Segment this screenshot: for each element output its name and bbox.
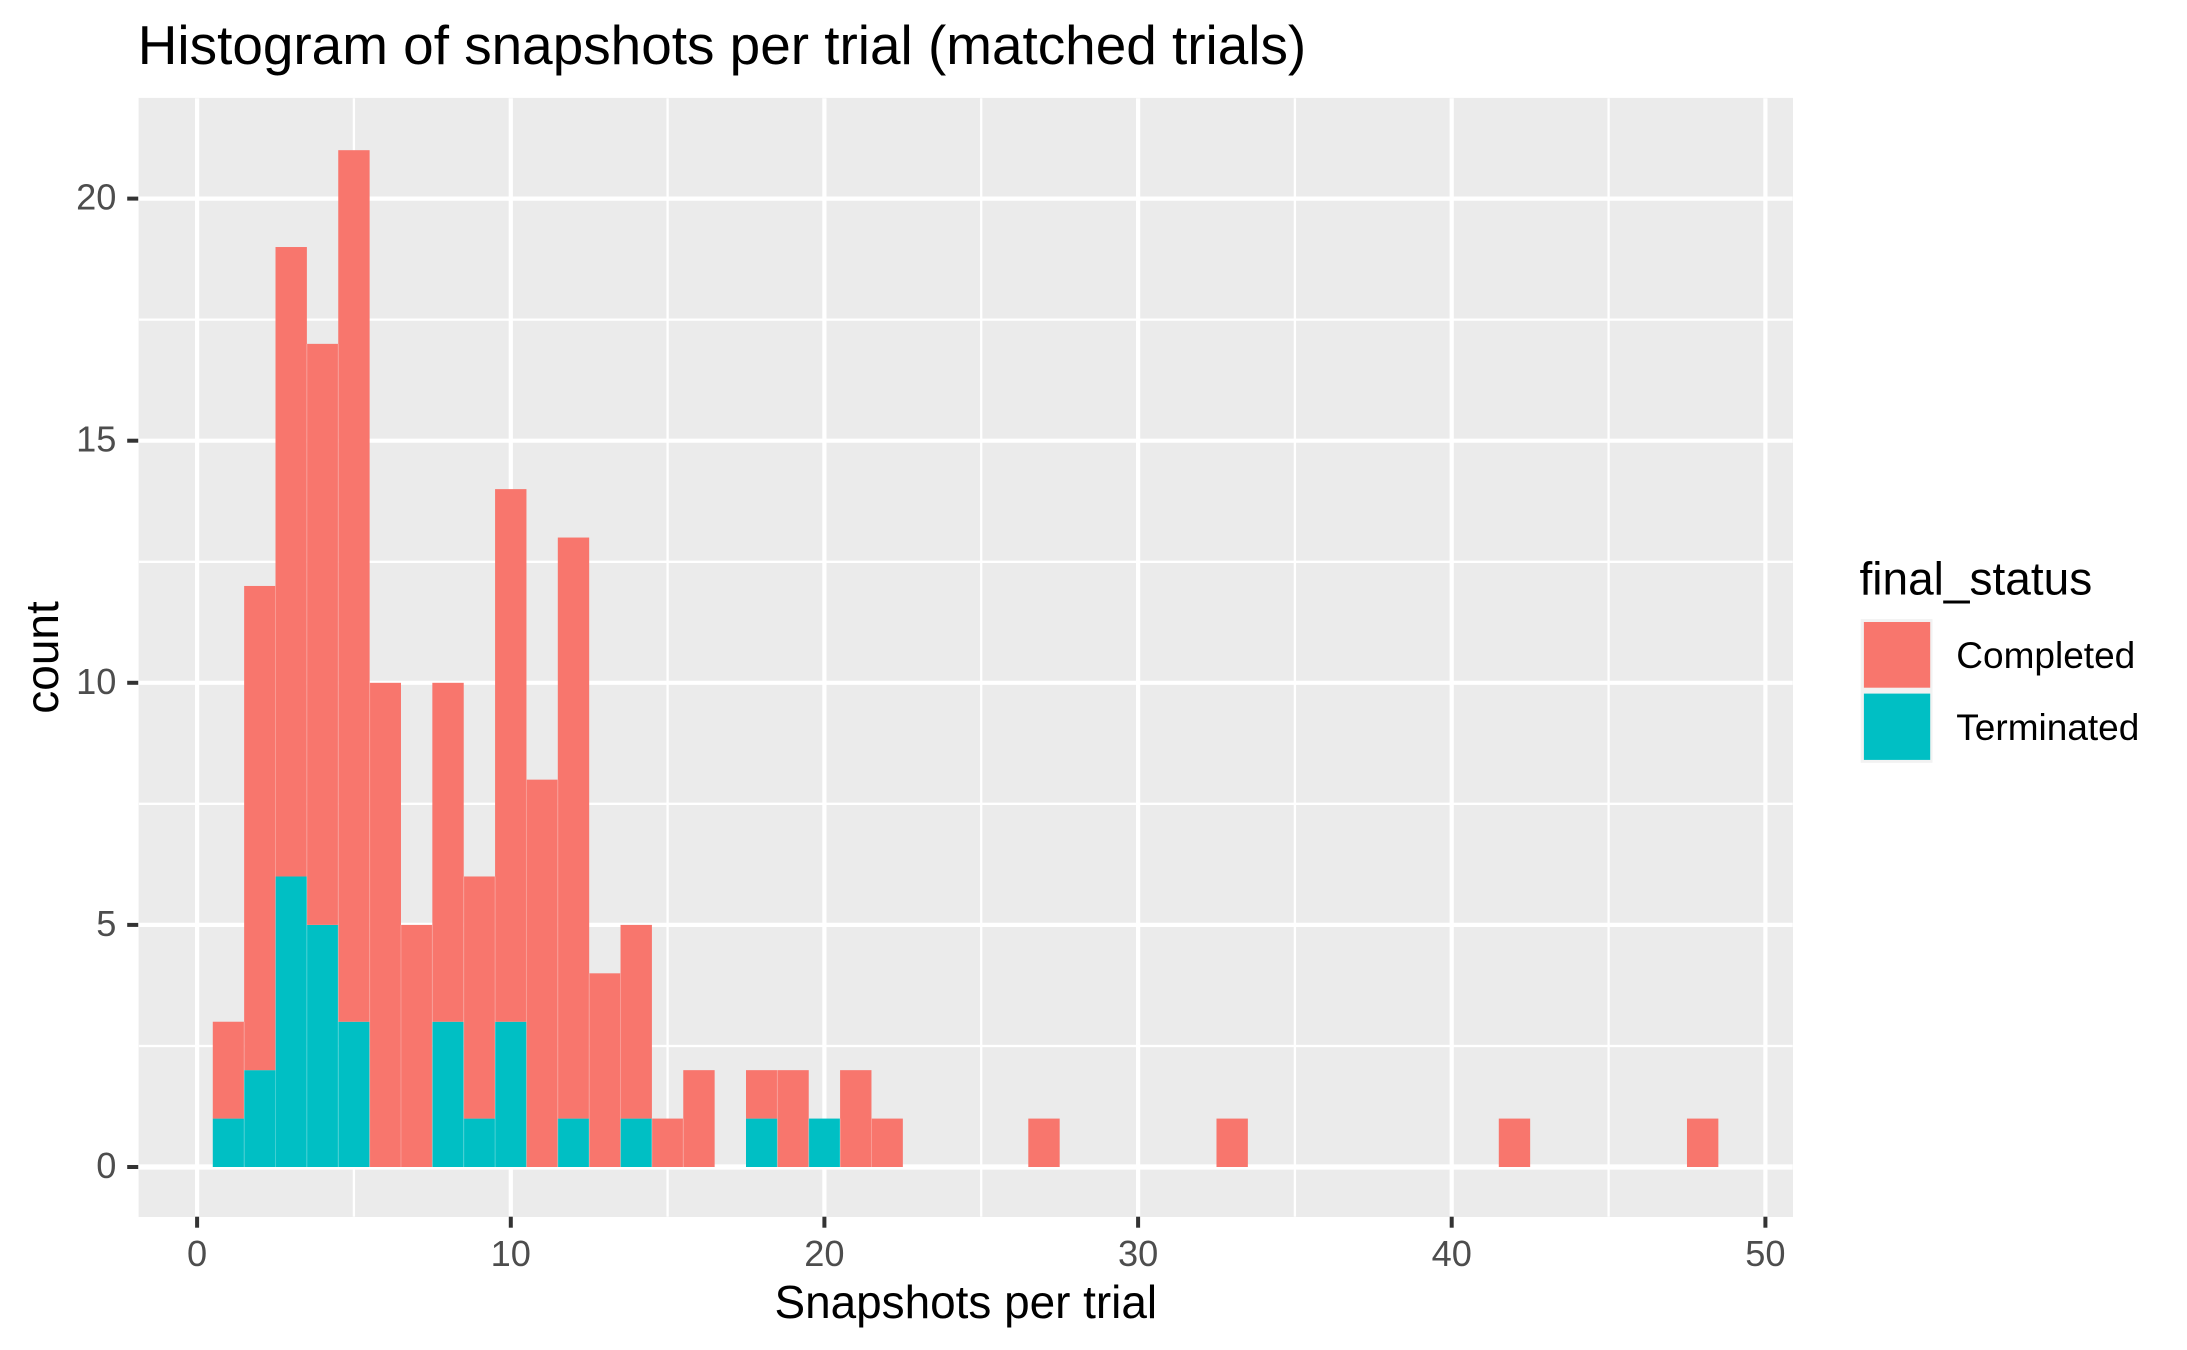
svg-text:0: 0 — [187, 1233, 207, 1274]
svg-text:0: 0 — [96, 1145, 116, 1186]
svg-text:30: 30 — [1118, 1233, 1158, 1274]
svg-text:Terminated: Terminated — [1956, 707, 2139, 748]
svg-text:20: 20 — [804, 1233, 844, 1274]
svg-text:10: 10 — [76, 661, 116, 702]
svg-text:5: 5 — [96, 903, 116, 944]
svg-text:50: 50 — [1745, 1233, 1785, 1274]
svg-text:15: 15 — [76, 419, 116, 460]
svg-text:Histogram of snapshots per tri: Histogram of snapshots per trial (matche… — [138, 14, 1306, 76]
svg-text:20: 20 — [76, 177, 116, 218]
svg-text:40: 40 — [1432, 1233, 1472, 1274]
svg-text:count: count — [16, 601, 68, 714]
svg-text:10: 10 — [491, 1233, 531, 1274]
svg-text:Snapshots per trial: Snapshots per trial — [774, 1276, 1157, 1328]
svg-text:final_status: final_status — [1860, 553, 2093, 605]
svg-text:Completed: Completed — [1956, 635, 2135, 676]
